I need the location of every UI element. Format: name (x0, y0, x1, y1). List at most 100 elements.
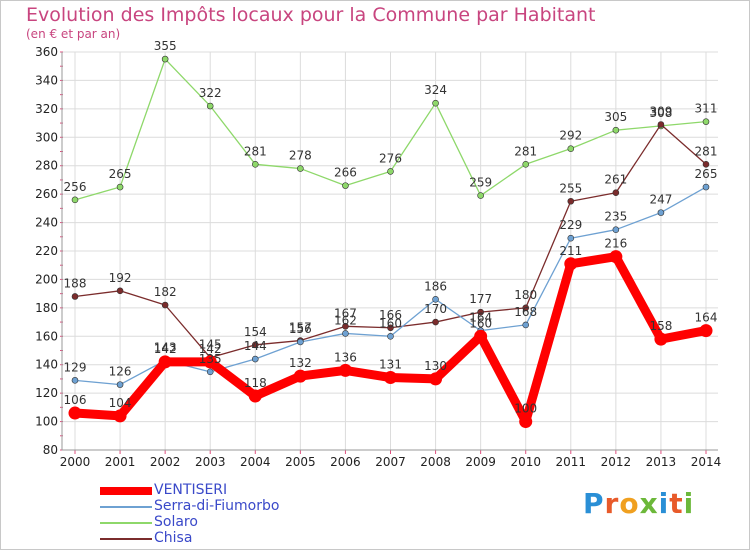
data-label: 281 (244, 144, 267, 158)
data-point (657, 209, 665, 216)
data-point (612, 126, 620, 134)
data-point (612, 189, 620, 197)
data-point (612, 226, 620, 233)
y-tick-label: 360 (35, 45, 58, 59)
y-tick-label: 200 (35, 272, 58, 286)
data-point (342, 323, 349, 330)
data-point (71, 293, 79, 300)
data-label: 192 (109, 271, 132, 285)
x-tick-label: 2004 (240, 455, 271, 469)
data-label: 256 (64, 180, 87, 194)
data-point (432, 318, 439, 326)
data-label: 160 (379, 316, 402, 330)
data-point (567, 145, 575, 152)
data-label: 261 (604, 173, 627, 187)
data-label: 154 (244, 325, 267, 339)
data-label: 281 (514, 144, 537, 158)
data-point (522, 160, 530, 168)
data-label: 276 (379, 151, 402, 165)
data-point (474, 329, 488, 343)
chart-title: Evolution des Impôts locaux pour la Comm… (26, 4, 596, 26)
data-point (522, 304, 530, 312)
y-tick-label: 80 (43, 443, 58, 457)
y-tick-label: 160 (35, 329, 58, 343)
y-tick-label: 260 (35, 187, 58, 201)
data-label: 177 (469, 292, 492, 306)
data-label: 259 (469, 176, 492, 190)
data-point (293, 369, 307, 383)
data-label: 311 (695, 102, 718, 116)
x-tick-label: 2003 (195, 455, 226, 469)
data-point (477, 308, 484, 316)
data-label: 235 (604, 210, 627, 224)
x-tick-label: 2006 (330, 455, 361, 469)
y-tick-label: 340 (35, 73, 58, 87)
data-point (387, 332, 394, 340)
data-label: 255 (559, 181, 582, 195)
data-label: 126 (109, 365, 132, 379)
data-point (251, 160, 259, 168)
data-point (657, 121, 665, 128)
data-point (116, 287, 124, 295)
data-point (699, 324, 713, 338)
data-point (519, 415, 533, 429)
data-label: 164 (695, 311, 718, 325)
data-label: 164 (469, 311, 492, 325)
data-point (567, 234, 575, 242)
data-point (251, 355, 259, 363)
y-tick-label: 220 (35, 244, 58, 258)
data-point (342, 330, 349, 337)
y-tick-label: 120 (35, 386, 58, 400)
data-label: 162 (334, 313, 357, 327)
data-point (387, 168, 394, 175)
data-point (116, 183, 124, 191)
data-label: 167 (334, 306, 357, 320)
data-point (161, 301, 169, 309)
data-point (158, 355, 172, 369)
data-point (71, 377, 79, 384)
data-label: 265 (109, 167, 132, 181)
data-label: 292 (559, 129, 582, 143)
y-tick-label: 100 (35, 415, 58, 429)
data-label: 158 (649, 319, 672, 333)
data-label: 229 (559, 218, 582, 232)
data-label: 186 (424, 279, 447, 293)
legend-swatch-ventiseri (100, 487, 152, 495)
data-point (654, 332, 668, 346)
data-label: 100 (514, 402, 537, 416)
data-label: 188 (64, 276, 87, 290)
data-label: 145 (199, 338, 222, 352)
data-label: 135 (199, 352, 222, 366)
data-point (384, 371, 397, 385)
x-tick-label: 2014 (691, 455, 722, 469)
data-point (248, 389, 262, 403)
data-label: 355 (154, 39, 177, 53)
legend-label-serra: Serra-di-Fiumorbo (154, 498, 280, 514)
x-tick-label: 2008 (420, 455, 451, 469)
data-point (567, 197, 575, 205)
data-label: 182 (154, 285, 177, 299)
data-label: 160 (469, 316, 492, 330)
y-tick-label: 240 (35, 216, 58, 230)
data-label: 131 (379, 358, 402, 372)
data-point (564, 257, 578, 271)
data-label: 216 (604, 237, 627, 251)
data-point (206, 368, 214, 376)
legend-label-ventiseri: VENTISERI (154, 482, 228, 498)
data-label: 130 (424, 359, 447, 373)
data-point (429, 372, 443, 386)
chart-subtitle: (en € et par an) (26, 27, 121, 41)
data-label: 156 (289, 322, 312, 336)
data-point (297, 338, 304, 346)
data-label: 309 (649, 104, 672, 118)
data-label: 143 (154, 340, 177, 354)
x-tick-label: 2012 (601, 455, 632, 469)
data-label: 322 (199, 86, 222, 100)
data-point (702, 160, 710, 168)
data-point (116, 381, 124, 388)
data-point (161, 55, 169, 63)
y-tick-label: 320 (35, 102, 58, 116)
data-label: 104 (109, 396, 132, 410)
data-point (203, 355, 217, 369)
data-label: 118 (244, 376, 267, 390)
